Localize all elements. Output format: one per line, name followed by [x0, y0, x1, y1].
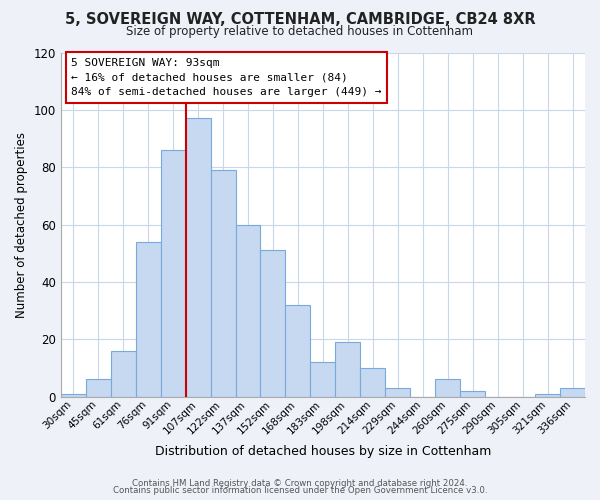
Bar	[335, 342, 361, 396]
Bar	[535, 394, 560, 396]
Bar	[161, 150, 185, 396]
Bar	[211, 170, 236, 396]
Bar	[136, 242, 161, 396]
Text: 5 SOVEREIGN WAY: 93sqm
← 16% of detached houses are smaller (84)
84% of semi-det: 5 SOVEREIGN WAY: 93sqm ← 16% of detached…	[71, 58, 382, 98]
Bar	[460, 391, 485, 396]
Bar	[361, 368, 385, 396]
X-axis label: Distribution of detached houses by size in Cottenham: Distribution of detached houses by size …	[155, 444, 491, 458]
Bar	[560, 388, 585, 396]
Y-axis label: Number of detached properties: Number of detached properties	[15, 132, 28, 318]
Text: 5, SOVEREIGN WAY, COTTENHAM, CAMBRIDGE, CB24 8XR: 5, SOVEREIGN WAY, COTTENHAM, CAMBRIDGE, …	[65, 12, 535, 28]
Bar	[111, 350, 136, 397]
Bar	[86, 380, 111, 396]
Bar	[310, 362, 335, 396]
Bar	[236, 224, 260, 396]
Text: Contains public sector information licensed under the Open Government Licence v3: Contains public sector information licen…	[113, 486, 487, 495]
Bar	[385, 388, 410, 396]
Bar	[435, 380, 460, 396]
Bar	[286, 305, 310, 396]
Bar	[61, 394, 86, 396]
Bar	[260, 250, 286, 396]
Text: Size of property relative to detached houses in Cottenham: Size of property relative to detached ho…	[127, 25, 473, 38]
Bar	[185, 118, 211, 396]
Text: Contains HM Land Registry data © Crown copyright and database right 2024.: Contains HM Land Registry data © Crown c…	[132, 478, 468, 488]
